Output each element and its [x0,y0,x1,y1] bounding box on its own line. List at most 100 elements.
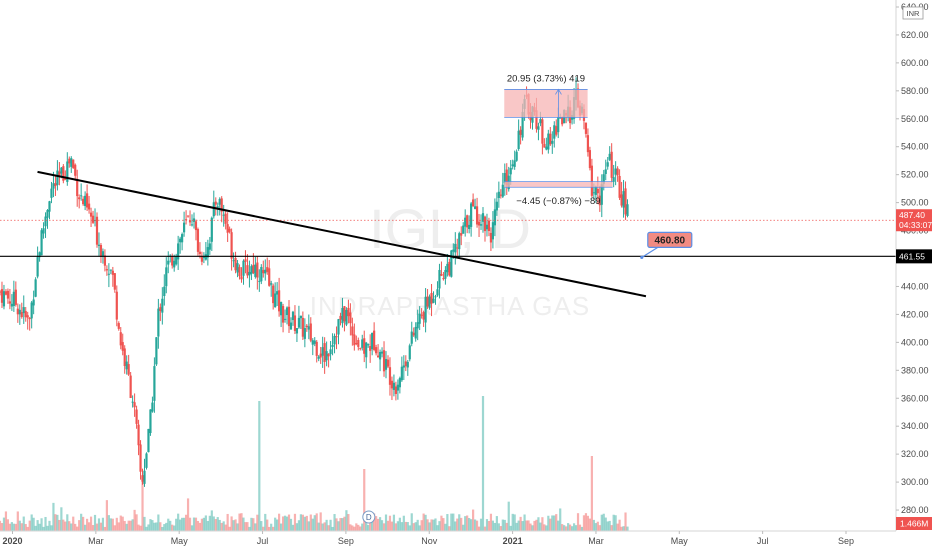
candle-body [171,256,174,266]
volume-bar [165,522,168,531]
candle-body [8,301,11,304]
volume-bar [545,525,548,531]
volume-bar [434,518,437,531]
volume-bar [582,515,586,531]
candle-body [553,125,556,139]
volume-bar [173,525,176,531]
candle-body [50,188,53,198]
candle-body [477,221,481,226]
y-tick-label: 520.00 [901,170,929,180]
volume-bar [567,523,570,531]
candle-body [376,355,380,358]
candle-body [101,251,105,257]
volume-bar [109,518,112,531]
candle-body [626,204,629,216]
volume-bar [311,518,314,531]
candle-body [475,206,479,225]
volume-bar [363,469,366,531]
candle-body [194,221,198,231]
volume-bars [0,396,629,531]
volume-bar [586,515,590,531]
candle-body [369,346,372,351]
dividend-marker-label: D [366,513,372,522]
candle-body [238,267,241,277]
candle-body [186,215,190,217]
candle-body [84,195,87,207]
candle-body [386,359,390,367]
volume-bar [551,515,554,531]
volume-bar [234,519,237,531]
candle-body [119,332,122,346]
candle-body [182,222,186,233]
candle-body [20,312,23,318]
candle-body [89,212,93,217]
volume-bar [0,523,4,531]
volume-bar [202,517,205,531]
candle-body [307,326,310,330]
candle-body [594,186,597,195]
volume-bar [357,524,360,531]
y-tick-label: 420.00 [901,309,929,319]
y-tick-label: 600.00 [901,58,929,68]
volume-bar [85,518,89,531]
candle-body [600,184,603,205]
target-callout-anchor [640,255,644,259]
candle-body [313,340,316,344]
volume-bar [285,516,289,531]
volume-bar [268,526,271,531]
volume-bar [557,520,560,531]
volume-bar [432,519,435,531]
candle-body [505,169,508,186]
candle-body [543,143,546,148]
volume-bar [559,508,562,531]
candle-body [396,384,399,391]
volume-bar [574,525,578,531]
candle-body [218,198,221,205]
volume-bar [608,520,611,531]
candle-body [210,217,213,242]
volume-bar [143,516,146,531]
volume-bar [594,523,597,531]
candle-body [240,276,243,280]
candle-body [561,117,564,125]
volume-bar [149,519,152,531]
volume-bar [212,516,215,531]
volume-bar [6,519,10,531]
volume-bar [220,522,223,531]
candle-body [333,335,336,345]
candle-body [503,173,506,184]
volume-bar [14,523,17,531]
candle-body [592,192,595,194]
candle-body [123,348,126,367]
currency-badge [902,6,924,20]
candle-body [297,317,301,328]
volume-bar [307,521,310,531]
volume-bar [527,520,530,531]
candle-body [60,167,63,174]
volume-bar [487,521,491,531]
volume-bar [58,519,61,531]
volume-bar [190,525,194,531]
volume-bar [331,526,334,531]
candle-body [499,194,502,196]
volume-bar [188,517,192,531]
candle-body [618,175,621,198]
candle-body [159,307,162,312]
volume-bar [214,519,217,531]
volume-bar [216,517,219,531]
volume-bar [499,526,502,531]
candle-body [588,150,592,169]
volume-bar [507,501,510,531]
candle-body [295,328,299,334]
candle-body [349,312,352,324]
volume-bar [151,520,154,531]
volume-bar [248,526,251,531]
volume-bar [588,518,592,531]
volume-bar [297,520,301,531]
volume-bar [228,526,231,531]
candle-body [179,238,182,243]
volume-bar [119,515,122,531]
